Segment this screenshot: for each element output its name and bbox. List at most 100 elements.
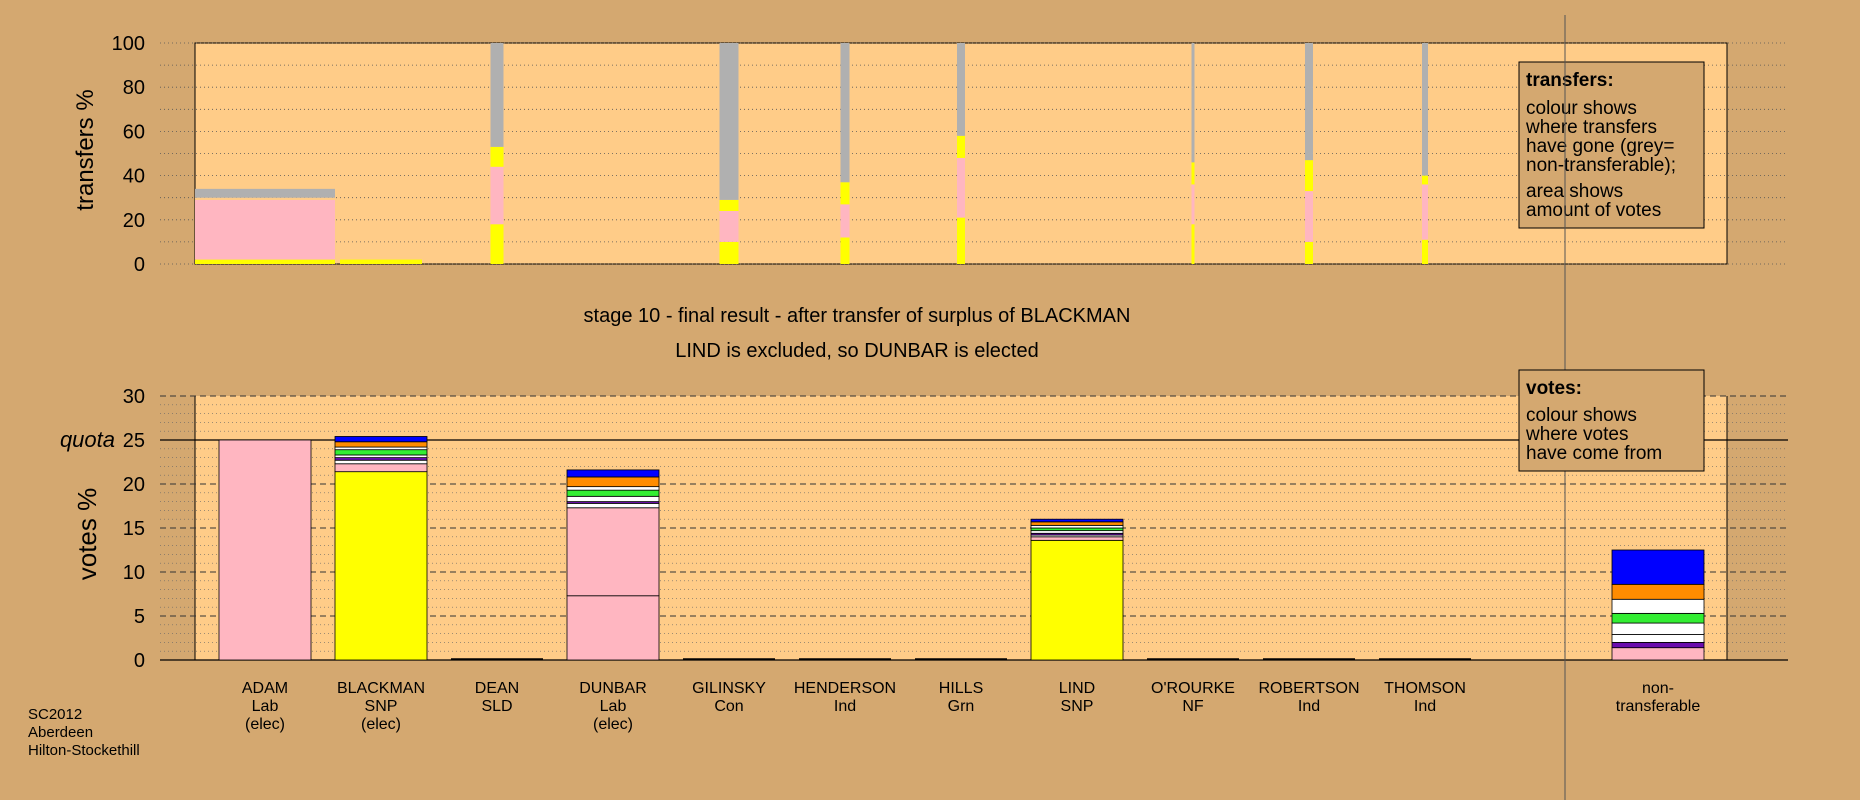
transfers-y-tick: 40 — [123, 166, 145, 188]
candidate-party: Lab — [252, 698, 279, 715]
transfers-legend-title: transfers: — [1526, 70, 1614, 91]
transfers-bar-segment-robertson — [1305, 43, 1313, 161]
transfers-bar-segment-adam — [195, 259, 335, 264]
transfers-bar-segment-henderson — [840, 204, 850, 238]
transfers-bar-segment-orourke — [1191, 162, 1195, 185]
transfers-bar-segment-thomson — [1422, 175, 1428, 185]
transfers-legend-line: have gone (grey= — [1526, 136, 1674, 157]
transfers-bar-segment-hills — [957, 217, 965, 264]
transfers-legend-line: non-transferable); — [1526, 155, 1676, 176]
candidate-name: LIND — [1059, 680, 1095, 697]
votes-bar-segment — [1611, 622, 1705, 635]
transfers-bar-segment-henderson — [840, 43, 850, 183]
transfers-bar-segment-hills — [957, 157, 965, 218]
transfers-bar-segment-hills — [957, 135, 965, 158]
votes-bar-segment — [334, 449, 428, 456]
votes-y-tick: 30 — [123, 386, 145, 408]
votes-legend-line: where votes — [1525, 424, 1628, 445]
candidate-party: Ind — [1414, 698, 1436, 715]
votes-y-tick: 10 — [123, 562, 145, 584]
transfers-bar-segment-henderson — [840, 182, 850, 205]
votes-legend-line: have come from — [1526, 443, 1662, 464]
candidate-status: (elec) — [593, 716, 633, 733]
votes-y-tick: 25 — [123, 430, 145, 452]
candidate-status: (elec) — [245, 716, 285, 733]
stage-subtitle: LIND is excluded, so DUNBAR is elected — [675, 340, 1038, 362]
votes-bar-segment — [334, 471, 428, 661]
votes-legend-title: votes: — [1526, 378, 1582, 399]
votes-bar-segment — [1611, 647, 1705, 661]
transfers-bar-segment-thomson — [1422, 239, 1428, 264]
transfers-bar-segment-gilinsky — [719, 241, 739, 264]
transfers-bar-segment-henderson — [840, 237, 850, 264]
footer-line-3: Hilton-Stockethill — [28, 742, 140, 759]
candidate-name: DUNBAR — [579, 680, 647, 697]
footer-line-2: Aberdeen — [28, 724, 93, 741]
votes-bar-segment — [1611, 634, 1705, 643]
transfers-bar-segment-blackman — [340, 259, 422, 264]
transfers-bar-segment-robertson — [1305, 160, 1313, 192]
votes-bar-segment — [566, 502, 660, 509]
votes-bar-segment — [1030, 518, 1124, 523]
candidate-party: SNP — [1061, 698, 1094, 715]
transfers-legend-box — [1518, 61, 1705, 229]
votes-bar-segment — [566, 595, 660, 661]
transfers-bar-segment-thomson — [1422, 184, 1428, 240]
candidate-party: Con — [714, 698, 743, 715]
votes-bar-segment — [334, 459, 428, 465]
candidate-name: non- — [1642, 680, 1674, 697]
candidate-name: O'ROURKE — [1151, 680, 1235, 697]
candidate-party: SNP — [365, 698, 398, 715]
transfers-legend-line: colour shows — [1526, 98, 1637, 119]
transfers-bar-segment-gilinsky — [719, 43, 739, 200]
transfers-y-tick: 100 — [112, 33, 145, 55]
candidate-party: Grn — [948, 698, 975, 715]
candidate-status: (elec) — [361, 716, 401, 733]
transfers-y-tick: 60 — [123, 121, 145, 143]
candidate-name: HILLS — [939, 680, 983, 697]
votes-bar-segment — [1611, 583, 1705, 600]
votes-bar-segment — [334, 436, 428, 443]
votes-y-tick: 5 — [134, 606, 145, 628]
votes-bar-segment — [1611, 642, 1705, 649]
transfers-bar-segment-hills — [957, 43, 965, 136]
candidate-party: Ind — [834, 698, 856, 715]
votes-bar-segment — [334, 441, 428, 448]
transfers-legend-line: amount of votes — [1526, 200, 1661, 221]
votes-bar-segment — [566, 507, 660, 597]
votes-bar-segment — [566, 469, 660, 478]
transfers-chart: 0 20 40 60 80 100 transfers % transfers: colour … — [72, 33, 1788, 276]
transfers-y-tick: 20 — [123, 210, 145, 232]
stage-title: stage 10 - final result - after transfer… — [584, 305, 1131, 327]
candidate-name: ADAM — [242, 680, 288, 697]
votes-bar-segment — [566, 495, 660, 503]
transfers-bar-segment-orourke — [1191, 224, 1195, 264]
candidate-party: Lab — [600, 698, 627, 715]
transfers-bar-segment-orourke — [1191, 43, 1195, 163]
transfers-bar-segment-thomson — [1422, 43, 1428, 176]
transfers-bar-segment-gilinsky — [719, 210, 739, 242]
transfers-bar-segment-dean — [490, 224, 504, 264]
candidate-name: HENDERSON — [794, 680, 896, 697]
votes-legend-box — [1518, 369, 1705, 472]
transfers-bar-segment-dean — [490, 146, 504, 167]
transfers-y-tick: 0 — [134, 254, 145, 276]
candidate-party: SLD — [481, 698, 512, 715]
candidate-party: NF — [1182, 698, 1204, 715]
votes-bar-segment — [566, 489, 660, 497]
candidate-name: BLACKMAN — [337, 680, 425, 697]
transfers-y-label: transfers % — [72, 89, 99, 210]
votes-y-label: votes % — [72, 488, 102, 581]
transfers-legend-line: area shows — [1526, 181, 1623, 202]
votes-bar-segment — [1611, 598, 1705, 614]
votes-bar-segment — [1611, 549, 1705, 585]
votes-bar-segment — [334, 463, 428, 473]
votes-y-tick: 0 — [134, 650, 145, 672]
transfers-bar-segment-robertson — [1305, 241, 1313, 264]
candidate-name: ROBERTSON — [1258, 680, 1359, 697]
votes-bar-segment — [1030, 539, 1124, 661]
votes-bar-segment — [1611, 612, 1705, 624]
transfers-bar-segment-adam — [195, 199, 335, 260]
candidate-name: DEAN — [475, 680, 519, 697]
